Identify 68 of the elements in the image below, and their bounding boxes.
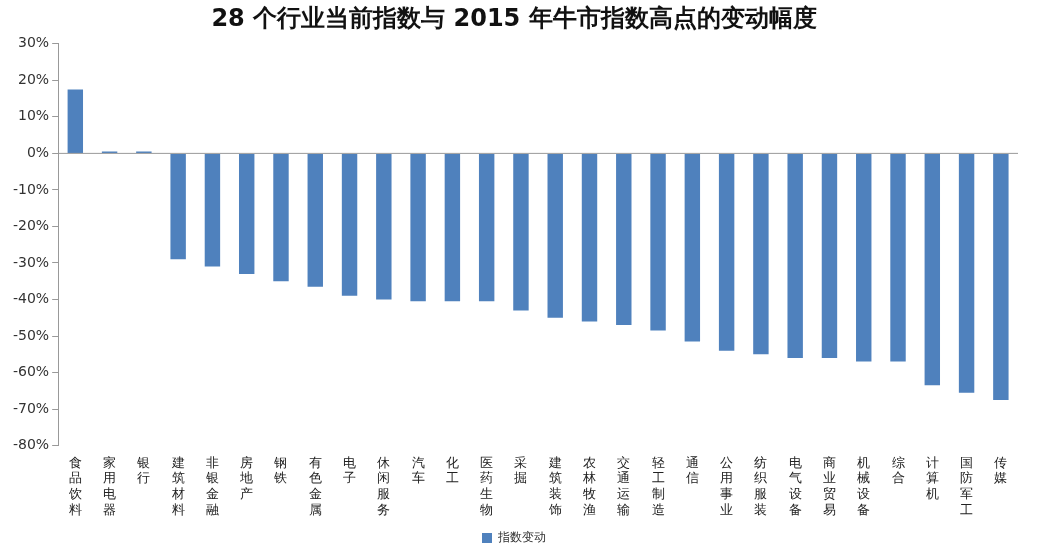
bar (410, 153, 426, 302)
bar (958, 153, 975, 393)
bar (856, 153, 872, 362)
x-tick-label: 通信 (685, 454, 699, 486)
bar (307, 153, 323, 287)
x-tick-label: 钢铁 (273, 454, 288, 486)
bar (444, 153, 461, 302)
bar (273, 153, 289, 282)
x-tick-label: 房地产 (239, 454, 254, 501)
x-tick-label: 建筑材料 (170, 454, 185, 517)
x-tick-label: 电气设备 (788, 454, 802, 517)
y-tick-label: -50% (13, 326, 50, 343)
y-tick-label: -10% (13, 180, 50, 197)
bar (993, 153, 1009, 400)
x-tick-label: 纺织服装 (754, 454, 768, 517)
chart-title: 28 个行业当前指数与 2015 年牛市指数高点的变动幅度 (211, 3, 817, 32)
bar (513, 153, 529, 311)
bar (376, 153, 392, 300)
bar (170, 153, 186, 260)
x-tick-label: 公用事业 (720, 454, 734, 517)
x-tick-label: 化工 (445, 454, 459, 486)
legend-label: 指数变动 (497, 530, 546, 545)
x-tick-label: 综合 (891, 454, 905, 486)
y-tick-label: -20% (13, 217, 50, 234)
bar (341, 153, 358, 296)
bar (238, 153, 255, 274)
y-tick-label: 10% (18, 107, 50, 124)
y-tick-label: -80% (13, 436, 50, 453)
x-tick-label: 电子 (343, 454, 357, 486)
bar (924, 153, 941, 386)
x-tick-label: 轻工制造 (651, 454, 665, 517)
bar (547, 153, 563, 318)
bar (67, 89, 84, 153)
y-tick-label: -30% (13, 253, 50, 270)
x-tick-label: 有色金属 (308, 454, 322, 517)
x-tick-label: 交通运输 (617, 454, 631, 517)
bar (684, 153, 701, 342)
bar (890, 153, 906, 362)
x-tick-label: 家用电器 (103, 454, 117, 517)
y-tick-label: 0% (26, 144, 50, 161)
x-tick-label: 机械设备 (857, 454, 871, 517)
bar (204, 153, 221, 267)
x-tick-label: 医药生物 (480, 454, 494, 517)
x-tick-label: 国防军工 (960, 454, 974, 517)
bar (616, 153, 632, 326)
x-tick-label: 建筑装饰 (547, 454, 562, 517)
x-tick-label: 汽车 (411, 454, 425, 486)
bar (787, 153, 803, 358)
x-tick-label: 商业贸易 (822, 454, 836, 517)
x-tick-label: 传媒 (994, 454, 1008, 486)
bar (753, 153, 769, 355)
y-tick-label: 30% (18, 34, 50, 51)
x-tick-label: 休闲服务 (377, 454, 391, 517)
x-tick-label: 非银金融 (204, 454, 219, 517)
x-tick-label: 采掘 (514, 454, 528, 486)
x-tick-label: 计算机 (925, 454, 939, 501)
y-tick-label: 20% (18, 70, 50, 87)
bar (718, 153, 735, 351)
y-tick-label: -70% (13, 399, 50, 416)
x-tick-label: 银行 (136, 454, 151, 486)
bar (821, 153, 838, 358)
x-tick-label: 农林牧渔 (582, 454, 596, 517)
bar (478, 153, 495, 302)
bar (650, 153, 666, 331)
x-tick-label: 食品饮料 (67, 454, 82, 517)
y-tick-label: -40% (13, 290, 50, 307)
bar (581, 153, 598, 322)
y-tick-label: -60% (13, 363, 50, 380)
